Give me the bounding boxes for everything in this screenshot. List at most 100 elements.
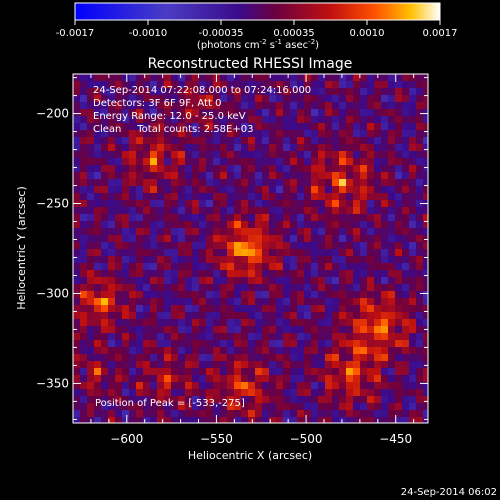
- heatmap-cell: [262, 389, 269, 396]
- heatmap-cell: [416, 200, 423, 207]
- heatmap-cell: [318, 263, 325, 270]
- heatmap-cell: [157, 249, 164, 256]
- heatmap-cell: [360, 81, 367, 88]
- heatmap-cell: [388, 74, 395, 81]
- heatmap-cell: [374, 179, 381, 186]
- heatmap-cell: [402, 221, 409, 228]
- heatmap-cell: [136, 249, 143, 256]
- heatmap-cell: [227, 193, 234, 200]
- heatmap-cell: [374, 326, 381, 333]
- heatmap-cell: [192, 179, 199, 186]
- heatmap-cell: [73, 249, 80, 256]
- heatmap-cell: [423, 277, 428, 284]
- heatmap-cell: [304, 137, 311, 144]
- heatmap-cell: [332, 214, 339, 221]
- heatmap-cell: [248, 396, 255, 403]
- heatmap-cell: [269, 319, 276, 326]
- heatmap-cell: [185, 270, 192, 277]
- heatmap-cell: [332, 186, 339, 193]
- heatmap-cell: [255, 256, 262, 263]
- heatmap-cell: [206, 235, 213, 242]
- heatmap-cell: [227, 270, 234, 277]
- heatmap-cell: [290, 417, 297, 423]
- heatmap-cell: [136, 95, 143, 102]
- heatmap-cell: [164, 354, 171, 361]
- heatmap-cell: [115, 361, 122, 368]
- heatmap-cell: [255, 109, 262, 116]
- heatmap-cell: [367, 165, 374, 172]
- heatmap-cell: [157, 228, 164, 235]
- heatmap-cell: [262, 81, 269, 88]
- heatmap-cell: [129, 179, 136, 186]
- heatmap-cell: [136, 389, 143, 396]
- heatmap-cell: [143, 305, 150, 312]
- heatmap-cell: [290, 291, 297, 298]
- heatmap-cell: [360, 396, 367, 403]
- heatmap-cell: [297, 74, 304, 81]
- heatmap-cell: [150, 116, 157, 123]
- heatmap-cell: [171, 396, 178, 403]
- heatmap-cell: [157, 88, 164, 95]
- heatmap-cell: [423, 242, 428, 249]
- heatmap-cell: [164, 242, 171, 249]
- heatmap-cell: [304, 102, 311, 109]
- heatmap-cell: [332, 172, 339, 179]
- heatmap-cell: [416, 102, 423, 109]
- heatmap-cell: [150, 347, 157, 354]
- heatmap-cell: [108, 305, 115, 312]
- heatmap-cell: [80, 417, 87, 423]
- heatmap-cell: [332, 200, 339, 207]
- heatmap-cell: [332, 81, 339, 88]
- heatmap-cell: [101, 116, 108, 123]
- heatmap-cell: [171, 193, 178, 200]
- heatmap-cell: [402, 235, 409, 242]
- heatmap-cell: [353, 123, 360, 130]
- heatmap-cell: [129, 81, 136, 88]
- heatmap-cell: [108, 172, 115, 179]
- heatmap-cell: [332, 228, 339, 235]
- heatmap-cell: [185, 326, 192, 333]
- heatmap-cell: [269, 165, 276, 172]
- colorbar-unit-label: (photons cm-2 s-1 asec-2): [197, 38, 319, 51]
- heatmap-cell: [283, 116, 290, 123]
- heatmap-cell: [276, 284, 283, 291]
- heatmap-cell: [164, 291, 171, 298]
- heatmap-cell: [339, 333, 346, 340]
- heatmap-cell: [325, 144, 332, 151]
- heatmap-cell: [80, 151, 87, 158]
- heatmap-cell: [115, 396, 122, 403]
- heatmap-cell: [297, 256, 304, 263]
- heatmap-cell: [164, 263, 171, 270]
- heatmap-cell: [178, 284, 185, 291]
- heatmap-cell: [409, 109, 416, 116]
- heatmap-cell: [234, 123, 241, 130]
- heatmap-cell: [206, 417, 213, 423]
- heatmap-cell: [241, 361, 248, 368]
- heatmap-cell: [367, 333, 374, 340]
- heatmap-cell: [213, 333, 220, 340]
- heatmap-cell: [255, 81, 262, 88]
- heatmap-cell: [339, 312, 346, 319]
- heatmap-cell: [108, 137, 115, 144]
- heatmap-cell: [297, 221, 304, 228]
- heatmap-cell: [339, 417, 346, 423]
- heatmap-cell: [332, 249, 339, 256]
- heatmap-cell: [150, 382, 157, 389]
- heatmap-cell: [129, 186, 136, 193]
- heatmap-cell: [367, 130, 374, 137]
- heatmap-cell: [115, 123, 122, 130]
- heatmap-cell: [220, 200, 227, 207]
- heatmap-cell: [248, 347, 255, 354]
- heatmap-cell: [395, 270, 402, 277]
- heatmap-cell: [206, 410, 213, 417]
- heatmap-cell: [388, 242, 395, 249]
- heatmap-cell: [360, 144, 367, 151]
- heatmap-cell: [332, 193, 339, 200]
- heatmap-cell: [304, 291, 311, 298]
- heatmap-cell: [381, 221, 388, 228]
- heatmap-cell: [199, 298, 206, 305]
- heatmap-cell: [332, 403, 339, 410]
- heatmap-cell: [101, 256, 108, 263]
- heatmap-cell: [318, 361, 325, 368]
- heatmap-cell: [108, 228, 115, 235]
